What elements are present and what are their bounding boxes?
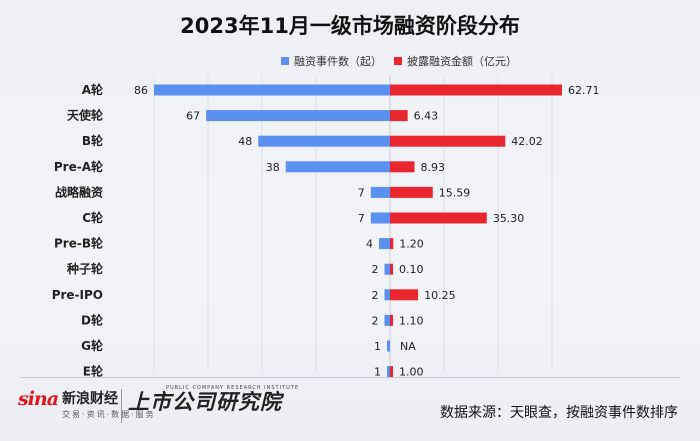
- institute-en-name: PUBLIC COMPANY RESEARCH INSTITUTE: [166, 385, 299, 391]
- category-label: Pre-IPO: [52, 288, 103, 302]
- category-label: B轮: [82, 133, 104, 148]
- amount-value-label: 0.10: [399, 263, 424, 276]
- amount-bar: [390, 263, 393, 275]
- count-value-label: 4: [366, 238, 373, 251]
- category-label: Pre-A轮: [54, 159, 104, 174]
- amount-bar: [390, 110, 408, 122]
- count-bar: [370, 212, 390, 224]
- category-label: C轮: [82, 210, 104, 225]
- amount-bar: [390, 314, 394, 326]
- amount-bar: [390, 135, 506, 147]
- amount-bar: [390, 161, 415, 173]
- legend-item-count: 融资事件数（起）: [281, 53, 382, 69]
- count-value-label: 1: [374, 340, 381, 353]
- data-source-note: 数据来源：天眼查，按融资事件数排序: [440, 405, 678, 421]
- amount-value-label: 8.93: [420, 161, 445, 174]
- amount-bar: [390, 84, 562, 96]
- institute-name: 上市公司研究院: [128, 389, 282, 414]
- sina-brand-sub: 交易·资讯·数据·服务: [62, 410, 156, 419]
- amount-value-label: 1.00: [399, 366, 424, 379]
- count-value-label: 48: [238, 135, 252, 148]
- amount-bar: [390, 238, 394, 250]
- count-value-label: 7: [358, 212, 365, 225]
- category-label: Pre-B轮: [54, 236, 104, 251]
- count-bar: [384, 314, 390, 326]
- count-bar: [387, 340, 390, 352]
- amount-value-label: 6.43: [414, 110, 439, 123]
- category-label: 种子轮: [66, 261, 104, 276]
- legend-label-amount: 披露融资金额（亿元）: [407, 55, 517, 68]
- amount-bar: [390, 186, 433, 198]
- count-value-label: 38: [266, 161, 280, 174]
- count-bar: [379, 238, 390, 250]
- count-bar: [285, 161, 390, 173]
- sina-brand-name: 新浪财经: [62, 391, 119, 407]
- count-value-label: 2: [372, 263, 379, 276]
- amount-value-label: 62.71: [568, 84, 600, 97]
- count-value-label: 67: [186, 110, 200, 123]
- count-value-label: 7: [358, 186, 365, 199]
- amount-value-label: 35.30: [493, 212, 525, 225]
- count-value-label: 86: [134, 84, 148, 97]
- category-label: E轮: [83, 364, 104, 379]
- count-bar: [258, 135, 390, 147]
- amount-value-label: NA: [400, 340, 416, 353]
- amount-value-label: 10.25: [424, 289, 456, 302]
- category-label: D轮: [81, 312, 104, 327]
- category-label: G轮: [81, 338, 104, 353]
- count-bar: [206, 110, 390, 122]
- institute-logo: 上市公司研究院 PUBLIC COMPANY RESEARCH INSTITUT…: [128, 385, 298, 416]
- amount-bar: [390, 289, 419, 301]
- category-label: 天使轮: [67, 108, 104, 123]
- amount-value-label: 15.59: [439, 186, 471, 199]
- category-label: A轮: [82, 82, 104, 97]
- count-bar: [370, 186, 390, 198]
- chart-title: 2023年11月一级市场融资阶段分布: [180, 14, 520, 38]
- legend-swatch-amount: [394, 57, 402, 65]
- amount-value-label: 42.02: [511, 135, 543, 148]
- legend-item-amount: 披露融资金额（亿元）: [394, 53, 517, 69]
- amount-bar: [390, 212, 487, 224]
- footer-divider: [20, 377, 680, 378]
- amount-value-label: 1.20: [399, 238, 424, 251]
- count-bar: [154, 84, 390, 96]
- count-value-label: 1: [374, 366, 381, 379]
- legend-swatch-count: [281, 57, 289, 65]
- count-value-label: 2: [372, 289, 379, 302]
- count-bar: [384, 289, 390, 301]
- sina-finance-logo: sina 新浪财经 交易·资讯·数据·服务: [18, 388, 156, 420]
- category-label: 战略融资: [55, 184, 103, 199]
- count-value-label: 2: [372, 314, 379, 327]
- legend-label-count: 融资事件数（起）: [294, 55, 382, 68]
- sina-logo-mark: sina: [18, 388, 59, 410]
- legend: 融资事件数（起） 披露融资金额（亿元）: [0, 53, 700, 69]
- logo-divider: [121, 389, 122, 423]
- count-bar: [384, 263, 390, 275]
- amount-value-label: 1.10: [399, 314, 424, 327]
- amount-bar: [390, 366, 393, 378]
- count-bar: [387, 366, 390, 378]
